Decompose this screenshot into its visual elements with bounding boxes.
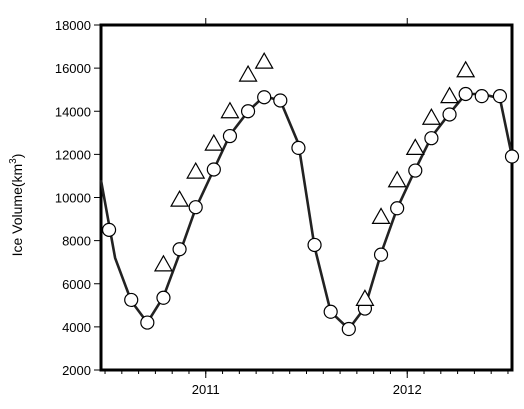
triangle-marker-series — [153, 51, 476, 306]
triangle-point — [421, 108, 441, 125]
circle-point — [458, 86, 473, 102]
circle-point — [156, 290, 171, 305]
circle-point — [390, 201, 405, 216]
y-tick-label: 16000 — [55, 61, 91, 76]
triangle-point — [440, 86, 460, 104]
y-tick-label: 6000 — [62, 277, 91, 292]
y-tick-label: 14000 — [55, 104, 91, 119]
circle-point — [101, 222, 117, 237]
y-axis-title: Ice Volume(km3) — [8, 154, 25, 257]
triangle-point — [387, 170, 407, 188]
circle-marker-series — [101, 86, 520, 337]
y-tick-label: 10000 — [55, 191, 91, 206]
triangle-point — [170, 189, 190, 207]
circle-point — [323, 304, 338, 319]
circle-point — [492, 89, 508, 104]
circle-point — [408, 163, 423, 178]
circle-point — [474, 89, 489, 104]
x-tick-label: 2011 — [192, 382, 220, 397]
y-tick-label: 18000 — [55, 18, 91, 33]
triangle-point — [153, 254, 173, 272]
circle-point — [307, 237, 322, 253]
circle-point — [222, 128, 238, 144]
circle-point — [172, 242, 187, 257]
triangle-point — [254, 51, 274, 69]
y-tick-label: 4000 — [62, 320, 91, 335]
circle-point — [188, 200, 203, 215]
triangle-point — [238, 64, 258, 82]
triangle-point — [186, 161, 206, 179]
x-tick-label: 2012 — [393, 382, 422, 397]
axes: 2000 4000 6000 8000 10000 12000 14000 16000 1800… — [55, 18, 514, 397]
circle-point — [206, 162, 221, 177]
circle-point — [240, 104, 256, 119]
circle-point — [442, 107, 457, 122]
circle-point — [373, 247, 389, 262]
triangle-point — [371, 207, 391, 225]
y-tick-label: 12000 — [55, 147, 91, 162]
triangle-point — [204, 133, 224, 151]
circle-point — [257, 90, 272, 105]
triangle-point — [456, 60, 476, 78]
triangle-point — [220, 101, 240, 119]
circle-point — [341, 321, 356, 337]
triangle-point — [405, 138, 425, 156]
circle-point — [504, 149, 520, 164]
circle-point — [124, 292, 139, 308]
y-tick-label: 8000 — [62, 234, 91, 249]
circle-point — [140, 315, 155, 330]
y-tick-label: 2000 — [62, 363, 91, 378]
circle-point — [424, 131, 439, 146]
triangle-point — [355, 289, 375, 306]
circle-point — [273, 93, 288, 108]
circle-point — [291, 140, 306, 156]
